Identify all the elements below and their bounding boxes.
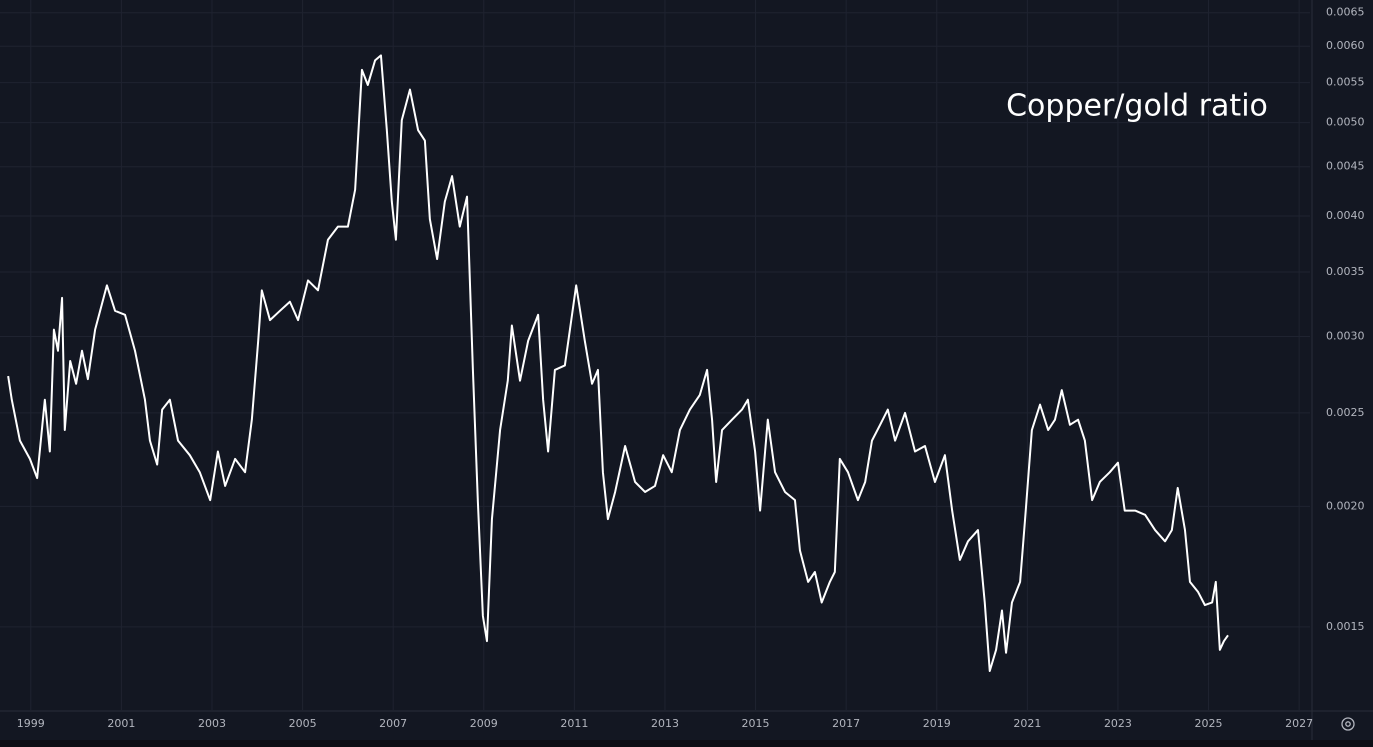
settings-icon[interactable] xyxy=(1341,717,1355,731)
x-tick-label: 2007 xyxy=(379,717,407,730)
settings-ring[interactable] xyxy=(1341,717,1355,731)
x-tick-label: 2013 xyxy=(651,717,679,730)
x-tick-label: 1999 xyxy=(17,717,45,730)
x-tick-label: 2005 xyxy=(289,717,317,730)
y-tick-label: 0.0030 xyxy=(1326,330,1365,343)
settings-center[interactable] xyxy=(1345,721,1351,727)
x-tick-label: 2011 xyxy=(560,717,588,730)
x-tick-label: 2023 xyxy=(1104,717,1132,730)
grid xyxy=(0,0,1310,710)
x-tick-label: 2009 xyxy=(470,717,498,730)
plot xyxy=(7,54,1229,673)
y-tick-label: 0.0040 xyxy=(1326,209,1365,222)
series-line xyxy=(7,54,1229,673)
x-tick-label: 2025 xyxy=(1195,717,1223,730)
x-tick-label: 2027 xyxy=(1285,717,1313,730)
x-tick-label: 2019 xyxy=(923,717,951,730)
y-tick-label: 0.0025 xyxy=(1326,406,1365,419)
labels: 0.0015 0.0020 0.0025 0.0030 0.0035 0.0040 0.00… xyxy=(17,6,1365,730)
y-tick-label: 0.0045 xyxy=(1326,160,1365,173)
y-tick-label: 0.0060 xyxy=(1326,39,1365,52)
annotation: Copper/gold ratio xyxy=(1006,89,1268,124)
y-tick-label: 0.0055 xyxy=(1326,76,1365,89)
x-tick-label: 2021 xyxy=(1013,717,1041,730)
y-tick-label: 0.0065 xyxy=(1326,6,1365,19)
y-tick-label: 0.0020 xyxy=(1326,499,1365,512)
x-tick-label: 2003 xyxy=(198,717,226,730)
y-tick-label: 0.0015 xyxy=(1326,620,1365,633)
x-tick-label: 2001 xyxy=(107,717,135,730)
y-tick-label: 0.0035 xyxy=(1326,265,1365,278)
x-tick-label: 2017 xyxy=(832,717,860,730)
x-tick-label: 2015 xyxy=(742,717,770,730)
y-tick-label: 0.0050 xyxy=(1326,116,1365,129)
